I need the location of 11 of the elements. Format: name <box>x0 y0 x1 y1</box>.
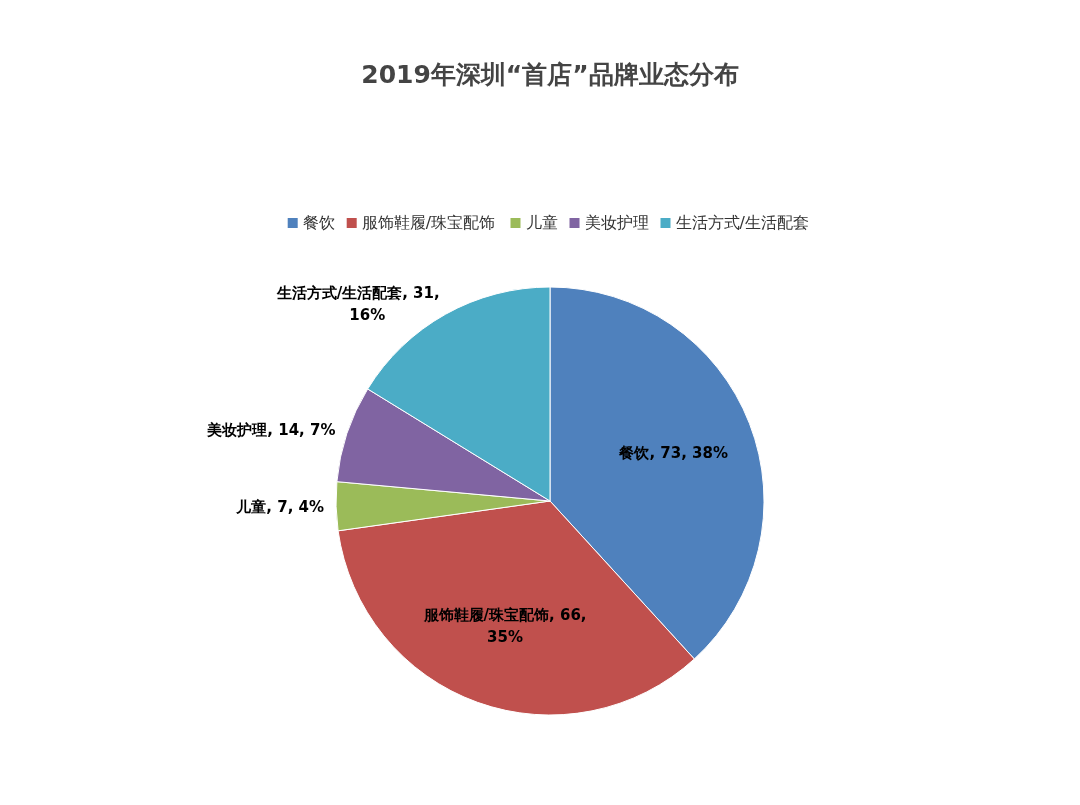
legend-label: 美妆护理 <box>584 212 649 232</box>
legend-label: 儿童 <box>525 212 558 232</box>
chart-title: 2019年深圳“首店”品牌业态分布 <box>361 60 739 89</box>
legend-label: 生活方式/生活配套 <box>675 212 809 232</box>
data-label: 服饰鞋履/珠宝配饰, 66, 35% <box>422 605 587 646</box>
data-label: 美妆护理, 14, 7% <box>206 420 336 439</box>
legend-label: 餐饮 <box>302 212 335 232</box>
legend-label: 服饰鞋履/珠宝配饰 <box>361 212 496 232</box>
data-label: 餐饮, 73, 38% <box>618 443 729 462</box>
data-label: 儿童, 7, 4% <box>235 497 325 516</box>
data-label: 生活方式/生活配套, 31, 16% <box>275 283 440 324</box>
